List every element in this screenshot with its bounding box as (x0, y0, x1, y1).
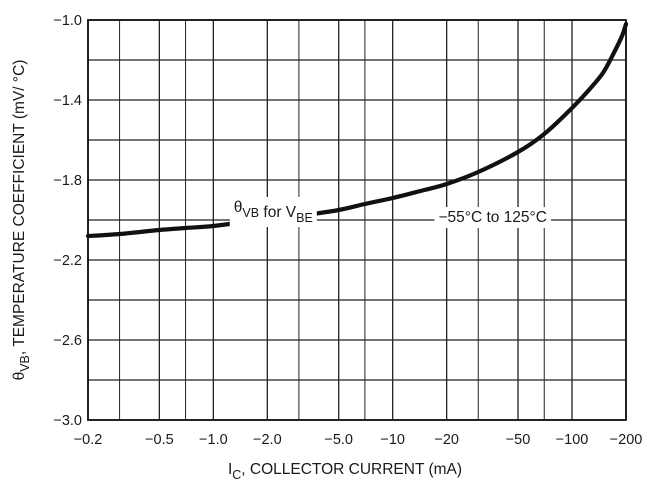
x-tick-label: −5.0 (324, 432, 353, 448)
series-line (85, 21, 629, 239)
x-tick-label: −50 (506, 432, 531, 448)
plot-border (87, 19, 627, 421)
x-tick-label: −0.5 (145, 432, 174, 448)
annotation-text: −55°C to 125°C (438, 209, 546, 226)
annotation-vbe: θVB for VBE (229, 197, 317, 227)
annotation-bg (229, 197, 317, 227)
annotation-bg (434, 207, 551, 228)
axis-labels: IC, COLLECTOR CURRENT (mA) θVB, TEMPERATU… (11, 60, 462, 482)
annotations: θVB for VBE −55°C to 125°C (229, 197, 551, 228)
y-tick-label: −2.2 (53, 253, 82, 269)
x-tick-label: −20 (434, 432, 459, 448)
x-axis-label: IC, COLLECTOR CURRENT (mA) (228, 461, 462, 482)
x-tick-label: −0.2 (74, 432, 103, 448)
x-tick-label: −1.0 (199, 432, 228, 448)
y-tick-label: −1.4 (53, 93, 82, 109)
y-tick-label: −1.8 (53, 173, 82, 189)
x-tick-label: −100 (556, 432, 589, 448)
x-tick-label: −200 (610, 432, 643, 448)
series-layer (85, 21, 629, 239)
y-tick-label: −1.0 (53, 13, 82, 29)
y-tick-label: −2.6 (53, 333, 82, 349)
x-tick-labels: −0.2 −0.5 −1.0 −2.0 −5.0 −10 −20 −50 −100 −200 (74, 432, 643, 448)
y-axis-label: θVB, TEMPERATURE COEFFICIENT (mV/ °C) (11, 60, 32, 381)
x-tick-label: −10 (380, 432, 405, 448)
annotation-range: −55°C to 125°C (434, 207, 551, 228)
plot-frame (87, 19, 627, 421)
y-tick-label: −3.0 (53, 413, 82, 429)
annotation-text: θVB for VBE (234, 199, 313, 225)
x-tick-label: −2.0 (253, 432, 282, 448)
y-tick-labels: −1.0 −1.4 −1.8 −2.2 −2.6 −3.0 (53, 13, 82, 429)
